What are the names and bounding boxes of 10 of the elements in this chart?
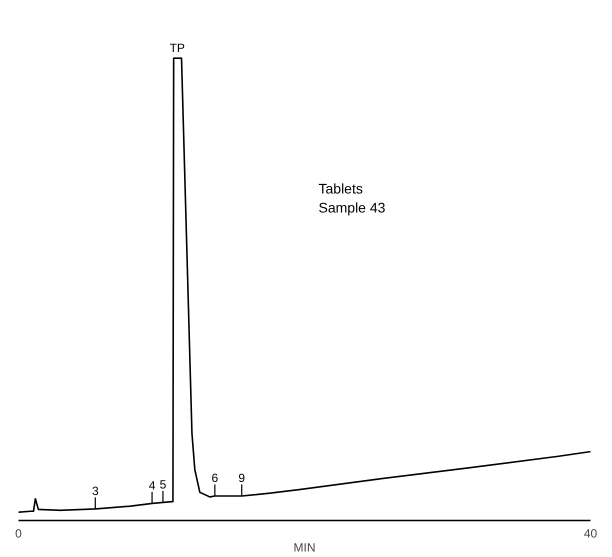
annotation: 9 — [238, 471, 246, 485]
annotation: TP — [170, 41, 185, 56]
annotation: 6 — [212, 471, 218, 485]
x-tick-label: 0 — [15, 526, 22, 540]
x-tick-label: 40 — [584, 526, 598, 540]
annotation: Tablets Sample 43 — [318, 180, 386, 216]
annotation: 5 — [160, 477, 167, 492]
annotation: 4 — [148, 478, 156, 492]
x-axis-title: MIN — [294, 540, 316, 554]
annotation: 3 — [92, 484, 99, 498]
